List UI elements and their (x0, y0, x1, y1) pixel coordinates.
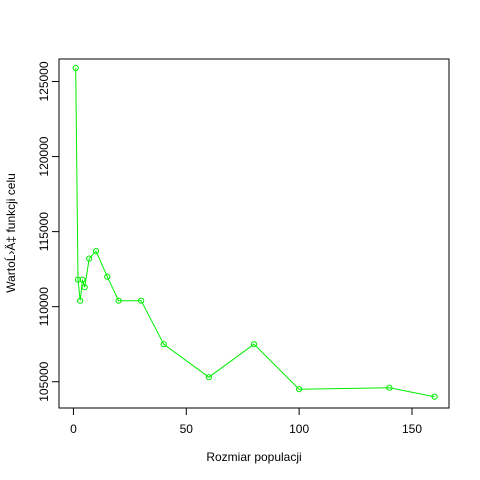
data-point-12 (250, 341, 258, 348)
data-point-2 (77, 297, 84, 304)
x-tick-label-3: 150 (402, 422, 422, 436)
data-point-8 (115, 297, 122, 304)
data-point-3 (79, 276, 86, 283)
data-point-9 (138, 297, 145, 304)
data-point-1 (74, 276, 82, 283)
series-line-0 (75, 67, 435, 398)
data-point-5 (86, 255, 93, 262)
data-point-13 (296, 386, 303, 393)
series-layer (72, 64, 438, 400)
plot-area-frame (58, 58, 450, 409)
y-tick-label-0: 105000 (37, 361, 51, 401)
x-axis: 0 50 100 150 (70, 408, 422, 436)
x-tick-label-2: 100 (289, 422, 309, 436)
x-tick-label-0: 0 (70, 422, 77, 436)
y-tick-label-4: 125000 (37, 61, 51, 101)
y-tick-label-3: 120000 (37, 136, 51, 176)
y-tick-label-2: 115000 (37, 212, 51, 251)
x-tick-label-1: 50 (180, 422, 194, 436)
y-axis-title: WartoĹ›Ä‡ funkcji celu (3, 173, 18, 293)
y-tick-label-1: 110000 (37, 287, 51, 326)
data-point-0 (72, 64, 79, 72)
x-axis-title: Rozmiar populacji (206, 450, 301, 464)
data-point-6 (92, 248, 100, 255)
data-point-11 (205, 374, 212, 381)
data-point-4 (81, 284, 88, 291)
data-point-10 (160, 341, 167, 348)
data-point-15 (431, 393, 438, 400)
data-point-7 (104, 273, 111, 280)
y-axis: 105000 110000 115000 120000 125000 (37, 61, 59, 402)
data-point-14 (386, 384, 393, 391)
